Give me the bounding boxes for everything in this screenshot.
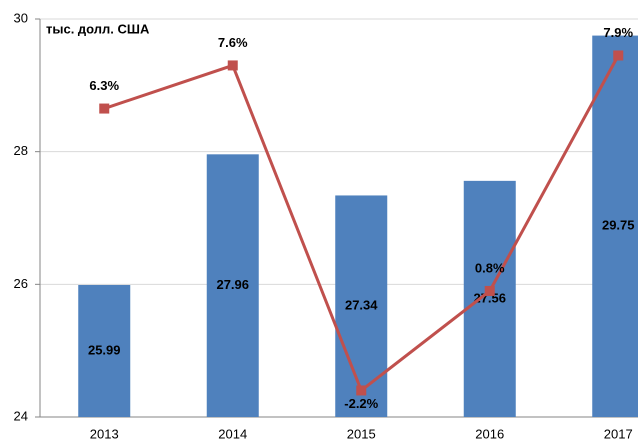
data-label: 27.96 (216, 277, 249, 292)
data-label: 7.9% (603, 25, 633, 40)
data-label: 7.6% (218, 35, 248, 50)
data-label: 29.75 (602, 218, 635, 233)
y-tick-label: 24 (14, 408, 28, 423)
marker (484, 285, 495, 296)
y-tick-label: 28 (14, 143, 28, 158)
bar (335, 195, 388, 417)
data-label: 27.56 (473, 290, 506, 305)
bar (206, 154, 259, 417)
x-tick-label: 2015 (347, 426, 376, 441)
marker (227, 60, 238, 71)
x-tick-label: 2013 (90, 426, 119, 441)
data-label: 25.99 (88, 342, 121, 357)
bar (463, 180, 516, 417)
x-tick-label: 2014 (218, 426, 247, 441)
data-label: 27.34 (345, 298, 378, 313)
y-tick-label: 26 (14, 276, 28, 291)
data-label: 0.8% (475, 260, 505, 275)
marker (613, 50, 624, 61)
data-label: -2.2% (344, 396, 378, 411)
marker (356, 385, 367, 396)
bar (78, 284, 131, 417)
bar (592, 35, 638, 417)
y-axis-label: тыс. долл. США (46, 21, 150, 36)
y-tick-label: 30 (14, 10, 28, 25)
x-tick-label: 2017 (604, 426, 633, 441)
marker (99, 103, 110, 114)
data-label: 6.3% (89, 78, 119, 93)
x-tick-label: 2016 (475, 426, 504, 441)
